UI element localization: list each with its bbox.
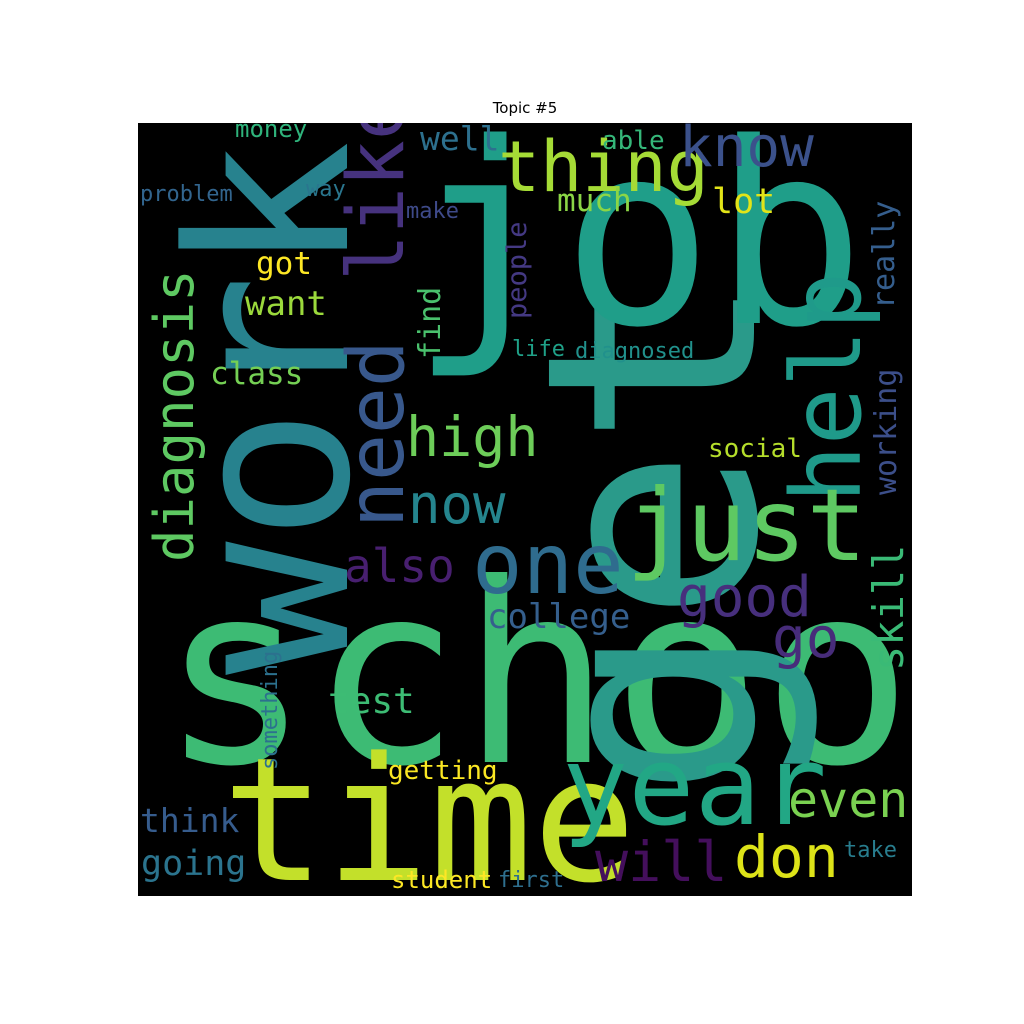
word-need: need	[332, 340, 422, 528]
word-thing: thing	[498, 126, 709, 208]
word-lot: lot	[712, 182, 776, 222]
word-student: student	[391, 866, 493, 894]
word-first: first	[498, 868, 565, 893]
word-like: like	[332, 123, 422, 281]
word-high: high	[406, 405, 539, 469]
word-something: something	[258, 650, 283, 770]
word-well: well	[420, 123, 500, 158]
word-don: don	[734, 823, 839, 891]
word-social: social	[708, 434, 802, 464]
word-now: now	[408, 473, 506, 536]
word-make: make	[406, 199, 459, 224]
word-problem: problem	[140, 182, 233, 207]
word-skill: skill	[864, 544, 912, 671]
word-people: people	[502, 221, 533, 319]
word-getting: getting	[388, 756, 498, 786]
chart-title: Topic #5	[492, 99, 558, 117]
word-college: college	[487, 597, 631, 637]
word-year: year	[562, 722, 827, 850]
word-got: got	[256, 246, 312, 282]
word-think: think	[140, 801, 240, 840]
word-find: find	[413, 286, 448, 359]
word-job: job	[410, 123, 866, 383]
word-just: just	[626, 467, 867, 584]
word-diagnosis: diagnosis	[143, 269, 206, 562]
word-class: class	[210, 356, 304, 392]
word-even: even	[788, 771, 909, 829]
word-will: will	[595, 830, 728, 894]
word-school: school	[160, 530, 912, 821]
word-way: way	[306, 177, 346, 202]
word-working: working	[869, 368, 904, 495]
word-much: much	[557, 183, 632, 219]
word-time: time	[222, 720, 637, 897]
word-one: one	[472, 515, 624, 613]
word-life: life	[512, 337, 565, 362]
word-also: also	[344, 539, 455, 593]
word-money: money	[235, 123, 308, 143]
word-go: go	[772, 606, 840, 671]
word-want: want	[245, 284, 327, 324]
word-take: take	[844, 838, 897, 863]
word-able: able	[602, 126, 665, 156]
word-really: really	[867, 200, 902, 309]
word-test: test	[328, 681, 415, 722]
word-going: going	[141, 844, 247, 884]
word-cloud: school get job work time year like need …	[138, 123, 912, 896]
word-good: good	[677, 565, 812, 630]
word-diagnosed: diagnosed	[575, 339, 695, 364]
word-know: know	[679, 123, 814, 180]
